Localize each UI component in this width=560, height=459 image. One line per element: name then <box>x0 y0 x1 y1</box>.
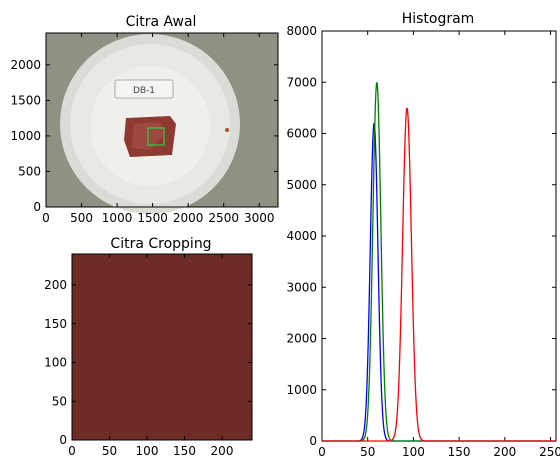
original-xtick-label: 1500 <box>137 211 168 225</box>
cropped-xtick-label: 200 <box>211 444 234 458</box>
original-ytick-label: 1500 <box>10 93 41 107</box>
cropped-image-axes: 0 50 100 150 200 0 50 100 150 200 <box>44 254 252 458</box>
histogram-xtick-label: 0 <box>318 445 326 459</box>
crop-marker <box>147 127 165 146</box>
tray-spot <box>225 128 229 132</box>
histogram-title: Histogram <box>402 11 475 27</box>
cropped-xtick-label: 100 <box>136 444 159 458</box>
histogram-xtick-label: 150 <box>448 445 471 459</box>
histogram-ytick-label: 5000 <box>286 178 317 192</box>
histogram-ytick-label: 1000 <box>286 383 317 397</box>
original-xtick-label: 2000 <box>173 211 204 225</box>
cropped-xtick-label: 50 <box>102 444 117 458</box>
original-xtick-label: 3000 <box>244 211 275 225</box>
original-image-axes: 0 500 1000 1500 2000 2500 3000 0 500 1000 1500 2000 <box>10 33 278 225</box>
original-xtick-label: 1000 <box>102 211 133 225</box>
histogram-xtick-label: 50 <box>360 445 375 459</box>
original-xtick-label: 500 <box>70 211 93 225</box>
histogram-frame <box>321 30 557 442</box>
cropped-image <box>71 253 253 441</box>
histogram-ytick-label: 0 <box>309 434 317 448</box>
original-ytick-label: 0 <box>33 200 41 214</box>
original-ytick-label: 2000 <box>10 58 41 72</box>
sample-label-card <box>114 79 174 99</box>
sample-label-text: DB-1 <box>133 86 155 96</box>
cropped-xtick-label: 0 <box>68 444 76 458</box>
histogram-xtick-label: 200 <box>493 445 516 459</box>
original-ytick-label: 500 <box>18 164 41 178</box>
original-xtick-label: 2500 <box>208 211 239 225</box>
cropped-image-frame <box>71 253 253 441</box>
histogram-xtick-label: 250 <box>539 445 560 459</box>
histogram-ytick-label: 7000 <box>286 75 317 89</box>
histogram-ytick-label: 8000 <box>286 24 317 38</box>
original-image: DB-1 <box>45 32 279 214</box>
meat-sample-highlight <box>132 122 166 150</box>
cropped-image-title: Citra Cropping <box>110 236 211 252</box>
original-image-frame <box>45 32 279 208</box>
histogram-series-2 <box>322 107 556 442</box>
histogram-ytick-label: 6000 <box>286 127 317 141</box>
histogram-xtick-label: 100 <box>402 445 425 459</box>
cropped-ytick-label: 150 <box>44 317 67 331</box>
histogram-ytick-label: 3000 <box>286 280 317 294</box>
cropped-ytick-label: 100 <box>44 356 67 370</box>
original-image-title: Citra Awal <box>126 14 197 30</box>
histogram-ytick-label: 4000 <box>286 229 317 243</box>
cropped-ytick-label: 0 <box>59 433 67 447</box>
cropped-fill <box>72 254 252 440</box>
cropped-ytick-label: 200 <box>44 278 67 292</box>
cropped-ytick-label: 50 <box>52 394 67 408</box>
original-xtick-label: 0 <box>42 211 50 225</box>
histogram-plot: 0 50 100 150 200 250 0 1000 2000 3000 4000 5000 6000… <box>286 24 560 459</box>
cropped-xtick-label: 150 <box>173 444 196 458</box>
cropped-tone <box>72 254 252 440</box>
original-ytick-label: 1000 <box>10 129 41 143</box>
histogram-ytick-label: 2000 <box>286 332 317 346</box>
